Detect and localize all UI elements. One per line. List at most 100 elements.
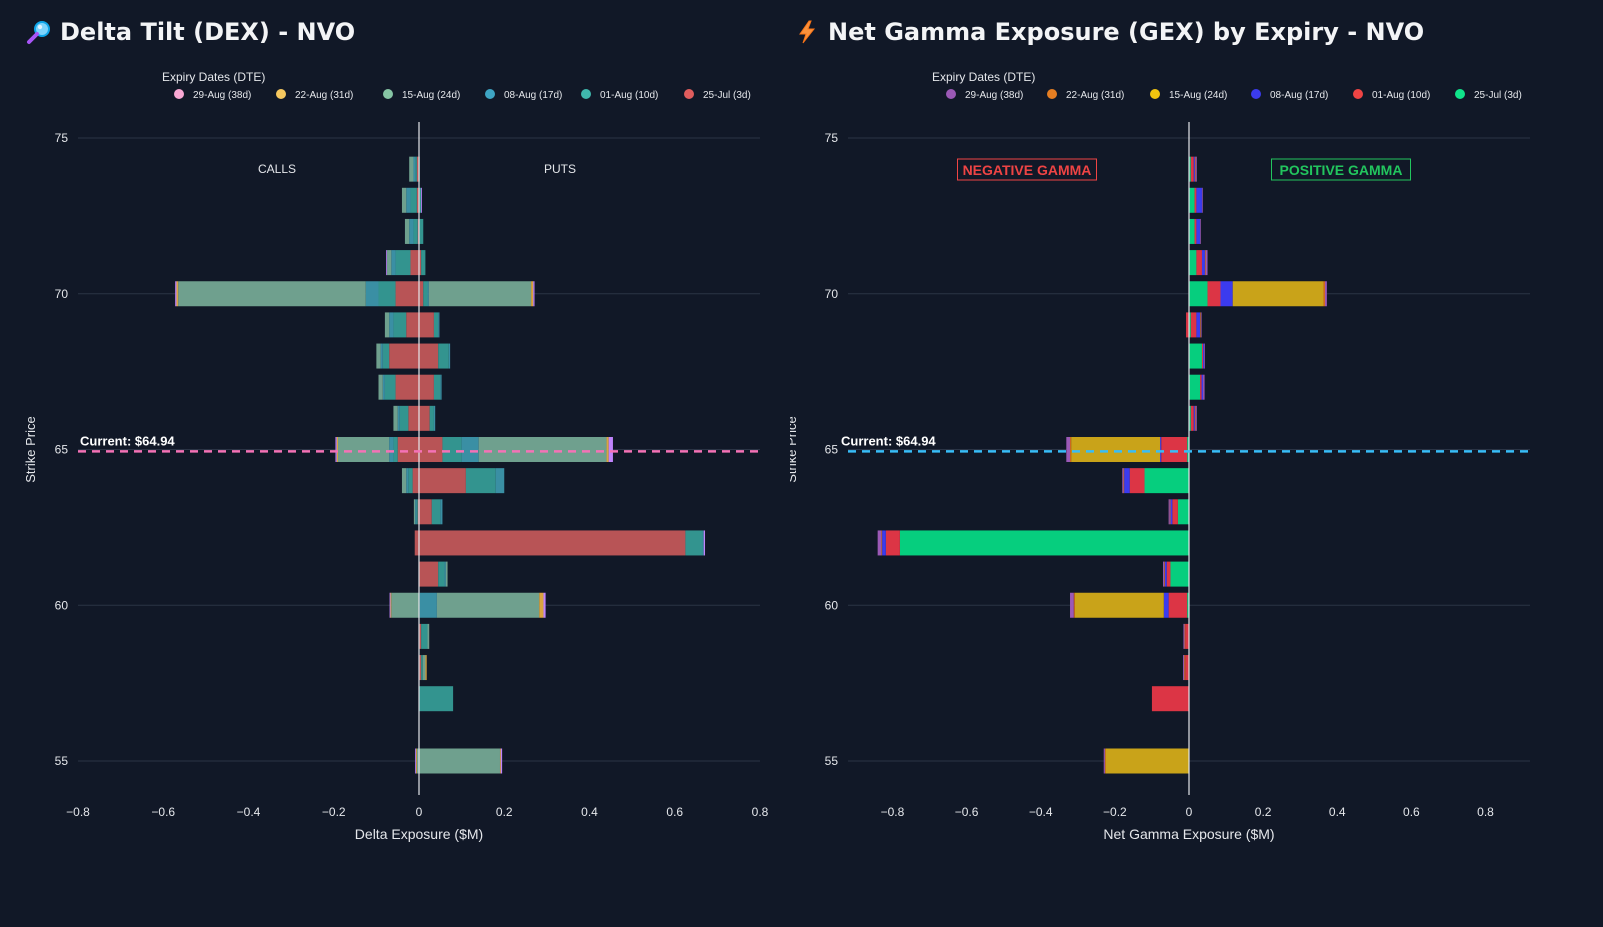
dex-bar-segment: [397, 405, 400, 431]
dex-bar-segment: [412, 468, 419, 494]
dex-bar-segment: [419, 655, 422, 681]
gex-bar-segment: [1185, 655, 1189, 681]
dex-bar-segment: [415, 156, 417, 182]
gex-bar-segment: [1186, 312, 1189, 338]
dex-bar-segment: [421, 187, 422, 213]
dex-bar-segment: [409, 156, 414, 182]
gex-bar-segment: [1163, 592, 1169, 618]
dex-bar-segment: [440, 499, 443, 525]
dex-bar-segment: [448, 343, 451, 369]
dex-panel: Delta Tilt (DEX) - NVO 55 60 65 70 75 −0.8 −0.…: [0, 0, 790, 927]
gex-legend-item: 29-Aug (38d): [965, 90, 1023, 101]
dex-bar-segment: [419, 343, 439, 369]
dex-xaxis-title: Delta Exposure ($M): [355, 826, 483, 842]
gex-yaxis-title: Strike Price: [790, 416, 799, 482]
gex-bar-segment: [1194, 156, 1196, 182]
dex-bar-segment: [376, 343, 381, 369]
gex-bar-segment: [1168, 499, 1170, 525]
gex-xtick-label: −0.6: [955, 805, 979, 819]
gex-bar-segment: [1194, 405, 1196, 431]
dex-bar-segment: [365, 281, 379, 307]
dex-bar-segment: [395, 250, 411, 276]
dex-bar-segment: [419, 374, 434, 400]
dex-bar-segment: [419, 468, 466, 494]
dex-bar-segment: [391, 250, 396, 276]
dex-legend-item: 25-Jul (3d): [703, 90, 751, 101]
dex-xtick-label: 0: [416, 805, 423, 819]
gex-legend-item: 08-Aug (17d): [1270, 90, 1328, 101]
gex-bar-segment: [1200, 218, 1201, 244]
dex-bar-segment: [419, 281, 424, 307]
gex-positive-gamma-box: [1271, 158, 1411, 181]
gex-bar-segment: [1189, 250, 1197, 276]
gex-bar-segment: [1189, 405, 1191, 431]
gex-bar-segment: [1204, 250, 1206, 276]
dex-bar-segment: [410, 187, 417, 213]
dex-bar-segment: [389, 592, 391, 618]
gex-xtick-label: 0.4: [1329, 805, 1346, 819]
gex-xtick-label: 0.2: [1255, 805, 1272, 819]
dex-bar-segment: [406, 187, 411, 213]
dex-bar-segment: [382, 343, 390, 369]
dex-bar-segment: [421, 623, 428, 649]
gex-bar-segment: [1220, 281, 1233, 307]
dex-legend-item: 01-Aug (10d): [600, 90, 658, 101]
dex-bar-segment: [419, 312, 434, 338]
dex-title: Delta Tilt (DEX) - NVO: [60, 18, 356, 46]
gex-bar-segment: [1189, 281, 1208, 307]
gex-bar-segment: [1070, 592, 1074, 618]
dex-xtick-label: 0.6: [666, 805, 683, 819]
dex-bar-segment: [395, 281, 419, 307]
dex-bar-segment: [408, 405, 419, 431]
gex-xtick-label: 0.6: [1403, 805, 1420, 819]
gex-bar-segment: [1323, 281, 1326, 307]
gex-bar-segment: [1187, 592, 1189, 618]
gex-legend-marker: [946, 89, 956, 99]
gex-bar-segment: [1189, 343, 1202, 369]
gex-xtick-label: 0: [1186, 805, 1193, 819]
dex-bar-segment: [409, 218, 414, 244]
dex-legend-item: 08-Aug (17d): [504, 90, 562, 101]
dex-xtick-label: −0.2: [322, 805, 346, 819]
dex-xtick-label: −0.8: [66, 805, 90, 819]
gex-legend-marker: [1150, 89, 1160, 99]
gex-bar-segment: [1189, 218, 1195, 244]
dex-bar-segment: [429, 405, 434, 431]
gex-legend-marker: [1047, 89, 1057, 99]
dex-bar-segment: [406, 312, 419, 338]
dex-bar-segment: [389, 437, 394, 462]
gex-bar-segment: [899, 530, 1189, 556]
dex-bar-segment: [395, 374, 419, 400]
dex-bar-segment: [438, 561, 445, 587]
dex-bar-segment: [390, 592, 392, 618]
dex-bar-segment: [384, 312, 390, 338]
gex-bar-segment: [1201, 343, 1204, 369]
dex-bar-segment: [393, 437, 398, 462]
dex-bar-segment: [176, 281, 179, 307]
gex-bar-segment: [1185, 623, 1189, 649]
dex-bar-segment: [380, 343, 383, 369]
gex-bar-segment: [1071, 437, 1161, 462]
gex-bar-segment: [1200, 374, 1202, 400]
gex-legend-marker: [1455, 89, 1465, 99]
gex-bar-segment: [1073, 592, 1075, 618]
gex-bar-segment: [1160, 437, 1162, 462]
gex-bar-segment: [1103, 748, 1105, 774]
dex-chart: 55 60 65 70 75 −0.8 −0.6 −0.4 −0.2 0 0.2 0.4 0.6 0.8 D…: [23, 70, 769, 842]
gex-bar-segment: [1168, 592, 1188, 618]
dex-bar-segment: [425, 655, 427, 681]
gex-xtick-label: −0.4: [1029, 805, 1053, 819]
dex-bar-segment: [415, 748, 417, 774]
gex-bar-segment: [1189, 156, 1191, 182]
gex-bar-segment: [1196, 218, 1201, 244]
dex-bar-segment: [495, 468, 505, 494]
dex-legend-item: 15-Aug (24d): [402, 90, 460, 101]
gex-bar-segment: [1184, 623, 1186, 649]
dex-bar-segment: [410, 250, 419, 276]
dex-xtick-label: 0.4: [581, 805, 598, 819]
gex-bar-segment: [1104, 748, 1106, 774]
dex-bar-segment: [539, 592, 544, 618]
dex-bar-segment: [461, 437, 479, 462]
gex-bar-segment: [1195, 156, 1197, 182]
dex-bar-segment: [465, 468, 496, 494]
